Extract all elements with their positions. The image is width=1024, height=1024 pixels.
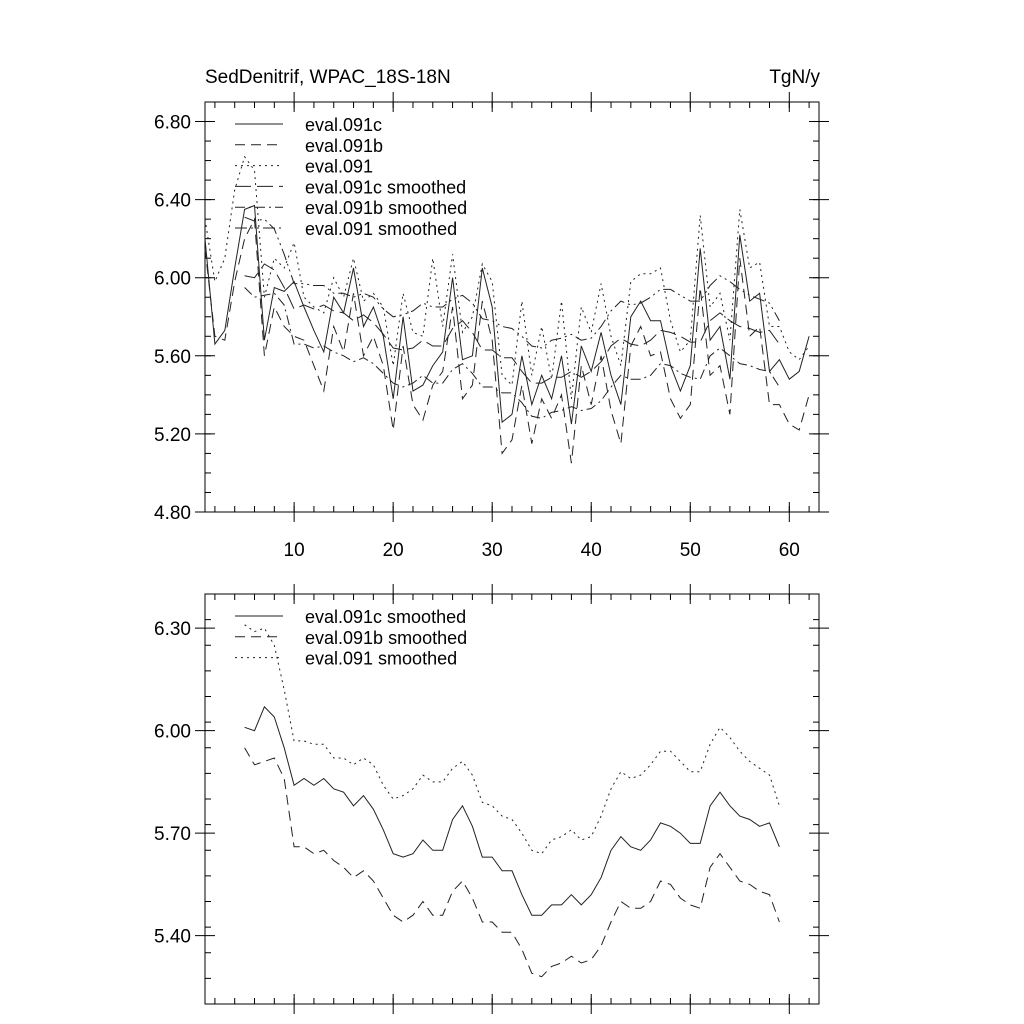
legend-label: eval.091 smoothed <box>305 649 457 669</box>
plot-frame <box>204 101 820 513</box>
series-line <box>204 155 810 399</box>
y-tick-label: 5.70 <box>154 824 191 845</box>
y-tick-label: 6.30 <box>154 619 191 640</box>
x-tick-label: 40 <box>581 540 602 561</box>
legend-label: eval.091 smoothed <box>305 219 457 239</box>
legend-label: eval.091b smoothed <box>305 628 467 648</box>
x-tick-label: 60 <box>779 540 800 561</box>
units-label: TgN/y <box>769 67 820 88</box>
x-tick-label: 20 <box>383 540 404 561</box>
y-tick-label: 5.60 <box>154 347 191 368</box>
legend-label: eval.091b <box>305 136 383 156</box>
y-tick-label: 4.80 <box>154 503 191 524</box>
top-panel: 4.80 5.20 5.60 6.00 6.40 6.80 10 20 30 40 50 60 eval… <box>154 92 829 561</box>
y-tick-label: 6.00 <box>154 269 191 290</box>
series-line <box>244 624 780 855</box>
x-tick-label: 10 <box>284 540 305 561</box>
y-tick-label: 6.00 <box>154 722 191 743</box>
legend-label: eval.091c smoothed <box>305 177 466 197</box>
y-tick-label: 5.40 <box>154 927 191 948</box>
series-line <box>244 216 780 349</box>
y-tick-label: 6.80 <box>154 113 191 134</box>
y-tick-label: 5.20 <box>154 425 191 446</box>
legend-label: eval.091b smoothed <box>305 198 467 218</box>
x-tick-label: 30 <box>482 540 503 561</box>
series-line <box>244 287 780 419</box>
legend-label: eval.091c smoothed <box>305 607 466 627</box>
legend-label: eval.091 <box>305 157 373 177</box>
chart-title: SedDenitrif, WPAC_18S-18N <box>205 67 451 88</box>
y-tick-label: 6.40 <box>154 191 191 212</box>
series-line <box>244 705 780 916</box>
x-tick-label: 50 <box>680 540 701 561</box>
legend-label: eval.091c <box>305 115 382 135</box>
series-line <box>204 204 810 425</box>
series-line <box>244 747 780 978</box>
series-line <box>204 217 810 464</box>
series-line <box>244 263 780 384</box>
plot-frame <box>204 593 820 1005</box>
